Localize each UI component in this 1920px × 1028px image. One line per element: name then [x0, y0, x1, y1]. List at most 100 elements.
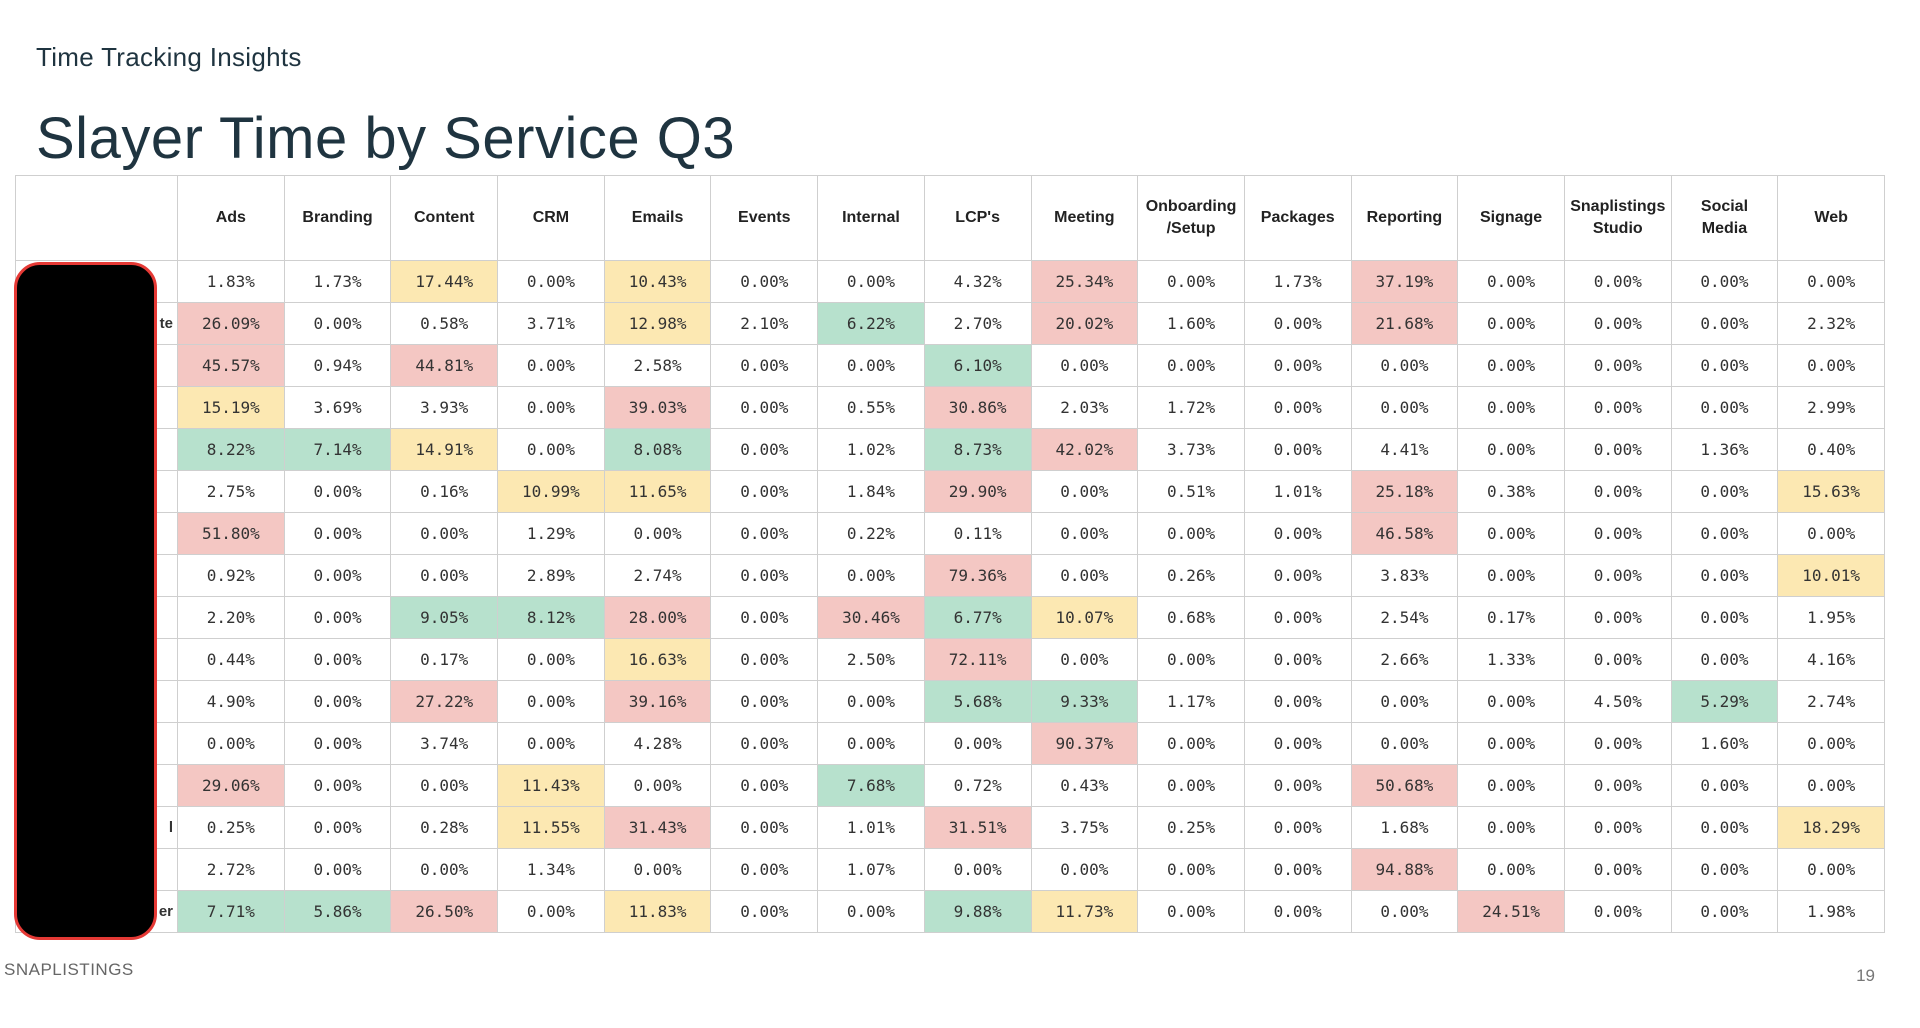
table-cell: 46.58% [1350, 512, 1459, 555]
table-cell: 0.00% [1670, 302, 1779, 345]
table-cell: 0.00% [1457, 848, 1565, 891]
table-row: 8.22% 7.14% 14.91% 0.00% 8.08% 0.00% 1.02% 8.73… [15, 428, 1885, 471]
table-cell: 0.25% [177, 806, 285, 849]
table-cell: 0.00% [1457, 386, 1565, 429]
table-cell: 0.00% [710, 260, 819, 303]
table-cell: 4.28% [603, 722, 712, 765]
table-cell: 29.90% [923, 470, 1032, 513]
table-cell: 11.65% [603, 470, 712, 513]
table-cell: 0.00% [1777, 260, 1885, 303]
table-cell: 0.44% [177, 638, 285, 681]
table-cell: 0.00% [1137, 764, 1245, 807]
table-cell: 3.73% [1137, 428, 1245, 471]
table-cell: 0.00% [390, 764, 499, 807]
table-cell: 0.00% [1670, 512, 1779, 555]
table-cell: 0.00% [1030, 512, 1139, 555]
table-cell: 0.00% [817, 260, 925, 303]
table-cell: 50.68% [1350, 764, 1459, 807]
table-cell: 1.17% [1137, 680, 1245, 723]
table-cell: 0.00% [1563, 260, 1672, 303]
table-cell: 2.03% [1030, 386, 1139, 429]
table-cell: 0.00% [603, 512, 712, 555]
table-cell: 0.00% [1243, 596, 1352, 639]
table-cell: 3.69% [283, 386, 392, 429]
table-cell: 10.01% [1777, 554, 1885, 597]
table-cell: 10.07% [1030, 596, 1139, 639]
table-cell: 0.00% [1350, 680, 1459, 723]
table-cell: 0.25% [1137, 806, 1245, 849]
column-header: Meeting [1030, 175, 1139, 261]
service-time-table: Ads Branding Content CRM Emails Events Interna… [15, 175, 1885, 933]
table-cell: 39.16% [603, 680, 712, 723]
table-cell: 0.00% [1670, 764, 1779, 807]
table-cell: 1.07% [817, 848, 925, 891]
table-cell: 0.00% [1563, 470, 1672, 513]
table-cell: 0.00% [1670, 848, 1779, 891]
table-cell: 10.99% [497, 470, 605, 513]
table-cell: 0.38% [1457, 470, 1565, 513]
table-cell: 18.29% [1777, 806, 1885, 849]
column-header: LCP's [923, 175, 1032, 261]
table-cell: 7.14% [283, 428, 392, 471]
column-header: Onboarding/Setup [1137, 175, 1245, 261]
table-cell: 8.08% [603, 428, 712, 471]
table-cell: 39.03% [603, 386, 712, 429]
column-header: Ads [177, 175, 285, 261]
column-header: Content [390, 175, 499, 261]
table-cell: 21.68% [1350, 302, 1459, 345]
table-row: te 26.09% 0.00% 0.58% 3.71% 12.98% 2.10% 6.22% 2… [15, 302, 1885, 345]
table-cell: 0.00% [1670, 344, 1779, 387]
table-cell: 2.89% [497, 554, 605, 597]
table-cell: 0.00% [923, 722, 1032, 765]
table-row: 0.92% 0.00% 0.00% 2.89% 2.74% 0.00% 0.00% 79.36… [15, 554, 1885, 597]
table-cell: 0.00% [817, 722, 925, 765]
table-cell: 6.22% [817, 302, 925, 345]
table-row: 2.72% 0.00% 0.00% 1.34% 0.00% 0.00% 1.07% 0.00%… [15, 848, 1885, 891]
table-cell: 0.00% [710, 554, 819, 597]
table-row: 51.80% 0.00% 0.00% 1.29% 0.00% 0.00% 0.22% 0.11… [15, 512, 1885, 555]
table-cell: 11.73% [1030, 890, 1139, 933]
table-cell: 0.00% [390, 848, 499, 891]
table-cell: 1.73% [1243, 260, 1352, 303]
table-cell: 2.58% [603, 344, 712, 387]
table-cell: 0.00% [923, 848, 1032, 891]
table-cell: 2.32% [1777, 302, 1885, 345]
table-cell: 1.98% [1777, 890, 1885, 933]
table-cell: 0.00% [1030, 638, 1139, 681]
table-cell: 0.58% [390, 302, 499, 345]
column-header: Social Media [1670, 175, 1779, 261]
table-cell: 0.11% [923, 512, 1032, 555]
table-cell: 1.95% [1777, 596, 1885, 639]
table-cell: 0.00% [1670, 806, 1779, 849]
table-cell: 0.00% [1457, 722, 1565, 765]
table-cell: 0.00% [1777, 512, 1885, 555]
table-cell: 0.22% [817, 512, 925, 555]
column-header: Branding [283, 175, 392, 261]
table-cell: 6.77% [923, 596, 1032, 639]
table-cell: 0.00% [817, 554, 925, 597]
table-cell: 72.11% [923, 638, 1032, 681]
table-cell: 0.00% [1670, 638, 1779, 681]
table-cell: 0.28% [390, 806, 499, 849]
table-cell: 0.00% [710, 806, 819, 849]
table-cell: 0.00% [1350, 722, 1459, 765]
table-cell: 14.91% [390, 428, 499, 471]
table-cell: 0.17% [1457, 596, 1565, 639]
table-header-row: Ads Branding Content CRM Emails Events Interna… [15, 175, 1885, 261]
table-cell: 0.00% [1350, 386, 1459, 429]
table-cell: 3.75% [1030, 806, 1139, 849]
table-cell: 51.80% [177, 512, 285, 555]
table-cell: 0.00% [1243, 554, 1352, 597]
table-cell: 0.00% [283, 722, 392, 765]
table-cell: 0.00% [1563, 596, 1672, 639]
header-corner [15, 175, 178, 261]
table-cell: 0.00% [1563, 722, 1672, 765]
table-row: 0.44% 0.00% 0.17% 0.00% 16.63% 0.00% 2.50% 72.1… [15, 638, 1885, 681]
table-cell: 0.00% [497, 638, 605, 681]
table-cell: 0.00% [497, 386, 605, 429]
column-header: Reporting [1350, 175, 1459, 261]
table-cell: 0.00% [1563, 638, 1672, 681]
table-cell: 1.36% [1670, 428, 1779, 471]
table-cell: 0.00% [1457, 554, 1565, 597]
table-cell: 4.32% [923, 260, 1032, 303]
